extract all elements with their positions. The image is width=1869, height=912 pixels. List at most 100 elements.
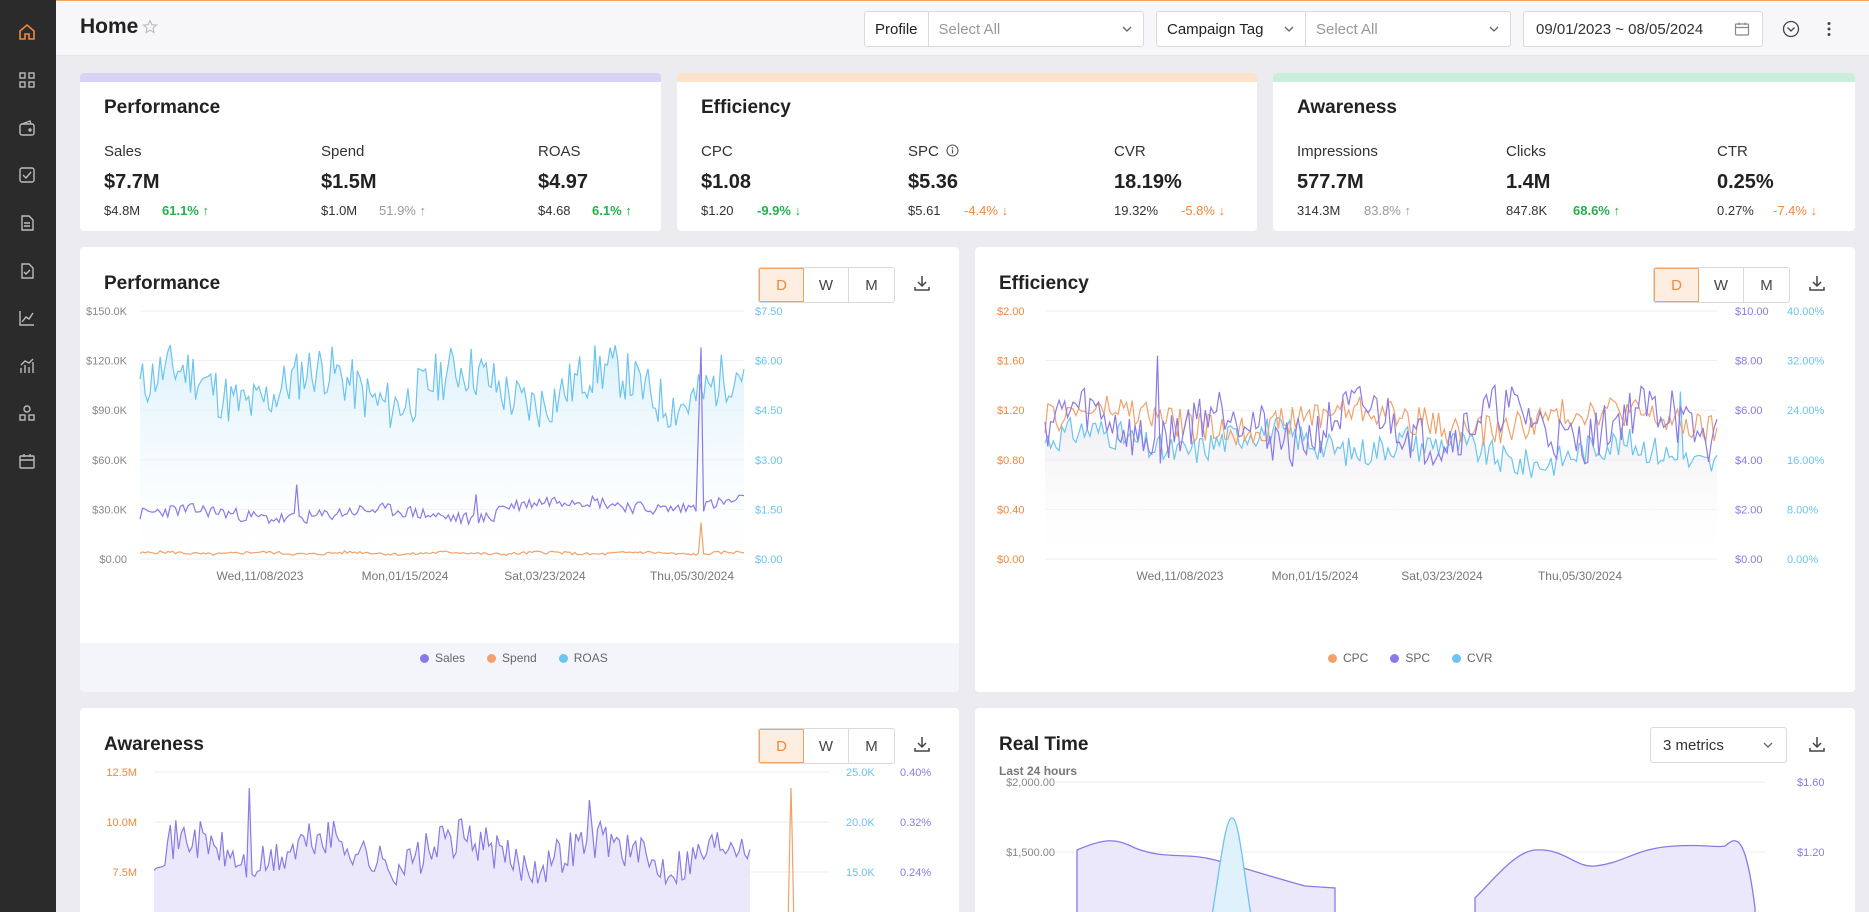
y-tick-right2: 0.00% bbox=[1787, 554, 1818, 566]
kpi-title: Efficiency bbox=[701, 97, 791, 118]
metric-change: 6.1% ↑ bbox=[592, 203, 632, 218]
y-tick-right: $10.00 bbox=[1735, 307, 1769, 318]
campaign-tag-value-select[interactable]: Select All bbox=[1306, 12, 1510, 46]
y-tick-left: $0.00 bbox=[997, 554, 1025, 566]
analytics-icon[interactable] bbox=[16, 355, 38, 377]
profile-select[interactable]: Select All bbox=[929, 12, 1143, 46]
document-icon[interactable] bbox=[16, 212, 38, 234]
y-tick-right: $0.00 bbox=[755, 554, 783, 566]
x-tick-label: Sat,03/23/2024 bbox=[504, 569, 586, 583]
kpi-accent-bar bbox=[80, 73, 661, 82]
granularity-day-button[interactable]: D bbox=[1654, 268, 1699, 302]
realtime-chart: $2,000.00 $1,500.00 $1.60 $1.20 bbox=[1006, 777, 1825, 912]
kpi-title: Awareness bbox=[1297, 97, 1397, 118]
y-tick-left: $1.20 bbox=[997, 405, 1025, 417]
realtime-area-1 bbox=[1076, 840, 1336, 912]
y-tick-left: $60.0K bbox=[92, 455, 128, 467]
collapse-circle-icon[interactable] bbox=[1782, 20, 1800, 43]
y-tick-right: $4.50 bbox=[755, 405, 783, 417]
granularity-month-button[interactable]: M bbox=[1744, 268, 1789, 302]
metric-previous: $5.61 bbox=[908, 203, 941, 218]
legend-item-sales[interactable]: Sales bbox=[420, 651, 465, 665]
campaign-tag-select-value: Select All bbox=[1316, 20, 1378, 38]
kpi-accent-bar bbox=[677, 73, 1257, 82]
granularity-toggle[interactable]: D W M bbox=[1653, 267, 1790, 303]
metric-label: Sales bbox=[104, 143, 142, 160]
granularity-month-button[interactable]: M bbox=[849, 729, 894, 763]
y-tick-right: 15.0K bbox=[846, 867, 875, 879]
legend-item-spend[interactable]: Spend bbox=[487, 651, 537, 665]
chart-legend: Sales Spend ROAS bbox=[420, 651, 608, 665]
campaign-tag-select[interactable]: Campaign Tag bbox=[1157, 12, 1306, 46]
granularity-week-button[interactable]: W bbox=[804, 268, 849, 302]
metric-value: 0.25% bbox=[1717, 171, 1774, 193]
campaign-tag-filter[interactable]: Campaign Tag Select All bbox=[1156, 11, 1511, 47]
granularity-day-button[interactable]: D bbox=[759, 729, 804, 763]
awareness-line bbox=[153, 787, 751, 887]
roas-line bbox=[139, 344, 745, 429]
download-icon[interactable] bbox=[1807, 273, 1831, 297]
metric-label: Impressions bbox=[1297, 143, 1378, 160]
download-icon[interactable] bbox=[912, 273, 936, 297]
checkbox-icon[interactable] bbox=[16, 164, 38, 186]
legend-item-spc[interactable]: SPC bbox=[1390, 651, 1430, 665]
metric-value: $1.08 bbox=[701, 171, 752, 193]
metric-previous: $4.68 bbox=[538, 203, 571, 218]
chevron-down-icon bbox=[1489, 26, 1499, 32]
impressions-spike bbox=[787, 787, 795, 912]
task-icon[interactable] bbox=[16, 260, 38, 282]
more-options-icon[interactable] bbox=[1826, 20, 1832, 43]
granularity-week-button[interactable]: W bbox=[804, 729, 849, 763]
metric-previous: 19.32% bbox=[1114, 203, 1159, 218]
wallet-icon[interactable] bbox=[16, 117, 38, 139]
granularity-week-button[interactable]: W bbox=[1699, 268, 1744, 302]
home-icon[interactable] bbox=[16, 21, 38, 43]
y-tick-right: $1.50 bbox=[755, 504, 783, 516]
y-tick-right2: 0.32% bbox=[900, 817, 931, 829]
users-icon[interactable] bbox=[16, 402, 38, 424]
x-tick-label: Wed,11/08/2023 bbox=[217, 569, 304, 583]
download-icon[interactable] bbox=[912, 734, 936, 758]
roas-area bbox=[140, 345, 744, 559]
y-tick-left: $150.0K bbox=[86, 307, 128, 318]
metric-value: 577.7M bbox=[1297, 171, 1364, 193]
y-tick-right: 25.0K bbox=[846, 768, 875, 779]
profile-filter[interactable]: Profile Select All bbox=[864, 11, 1144, 47]
granularity-day-button[interactable]: D bbox=[759, 268, 804, 302]
metric-change: -7.4% ↓ bbox=[1773, 203, 1818, 218]
metric-value: $1.5M bbox=[321, 171, 377, 193]
metric-change: -4.4% ↓ bbox=[964, 203, 1009, 218]
line-chart-icon[interactable] bbox=[16, 307, 38, 329]
metric-label: CPC bbox=[701, 143, 733, 160]
page-title: Home bbox=[80, 15, 139, 38]
granularity-toggle[interactable]: D W M bbox=[758, 728, 895, 764]
chart-legend: CPC SPC CVR bbox=[1328, 651, 1492, 665]
calendar-icon[interactable] bbox=[16, 450, 38, 472]
metric-previous: $4.8M bbox=[104, 203, 141, 218]
y-tick-right: $4.00 bbox=[1735, 455, 1763, 467]
sidebar bbox=[0, 0, 56, 912]
y-tick-right: $1.20 bbox=[1797, 847, 1825, 859]
metrics-select[interactable]: 3 metrics bbox=[1650, 727, 1787, 763]
kpi-card-efficiency: Efficiency CPC $1.08 $1.20 -9.9% ↓ SPC $… bbox=[677, 73, 1257, 231]
legend-item-roas[interactable]: ROAS bbox=[558, 651, 608, 665]
x-tick-label: Wed,11/08/2023 bbox=[1137, 569, 1224, 583]
granularity-toggle[interactable]: D W M bbox=[758, 267, 895, 303]
star-icon[interactable] bbox=[142, 19, 158, 40]
panel-performance: Performance D W M $150.0K $120.0K $90.0K $6… bbox=[80, 247, 959, 692]
y-tick-left: $90.0K bbox=[92, 405, 128, 417]
y-tick-right2: 32.00% bbox=[1787, 356, 1825, 368]
legend-item-cvr[interactable]: CVR bbox=[1452, 651, 1492, 665]
legend-item-cpc[interactable]: CPC bbox=[1328, 651, 1368, 665]
download-icon[interactable] bbox=[1807, 734, 1831, 758]
metric-label: Clicks bbox=[1506, 143, 1546, 160]
y-tick-left: $30.0K bbox=[92, 504, 128, 516]
metrics-select-value: 3 metrics bbox=[1663, 736, 1724, 754]
grid-icon[interactable] bbox=[16, 69, 38, 91]
date-range-picker[interactable]: 09/01/2023 ~ 08/05/2024 bbox=[1523, 11, 1763, 47]
y-tick-left: $1,500.00 bbox=[1006, 847, 1055, 859]
x-tick-label: Thu,05/30/2024 bbox=[1538, 569, 1622, 583]
info-icon[interactable] bbox=[946, 144, 959, 157]
metric-value: $4.97 bbox=[538, 171, 589, 193]
granularity-month-button[interactable]: M bbox=[849, 268, 894, 302]
